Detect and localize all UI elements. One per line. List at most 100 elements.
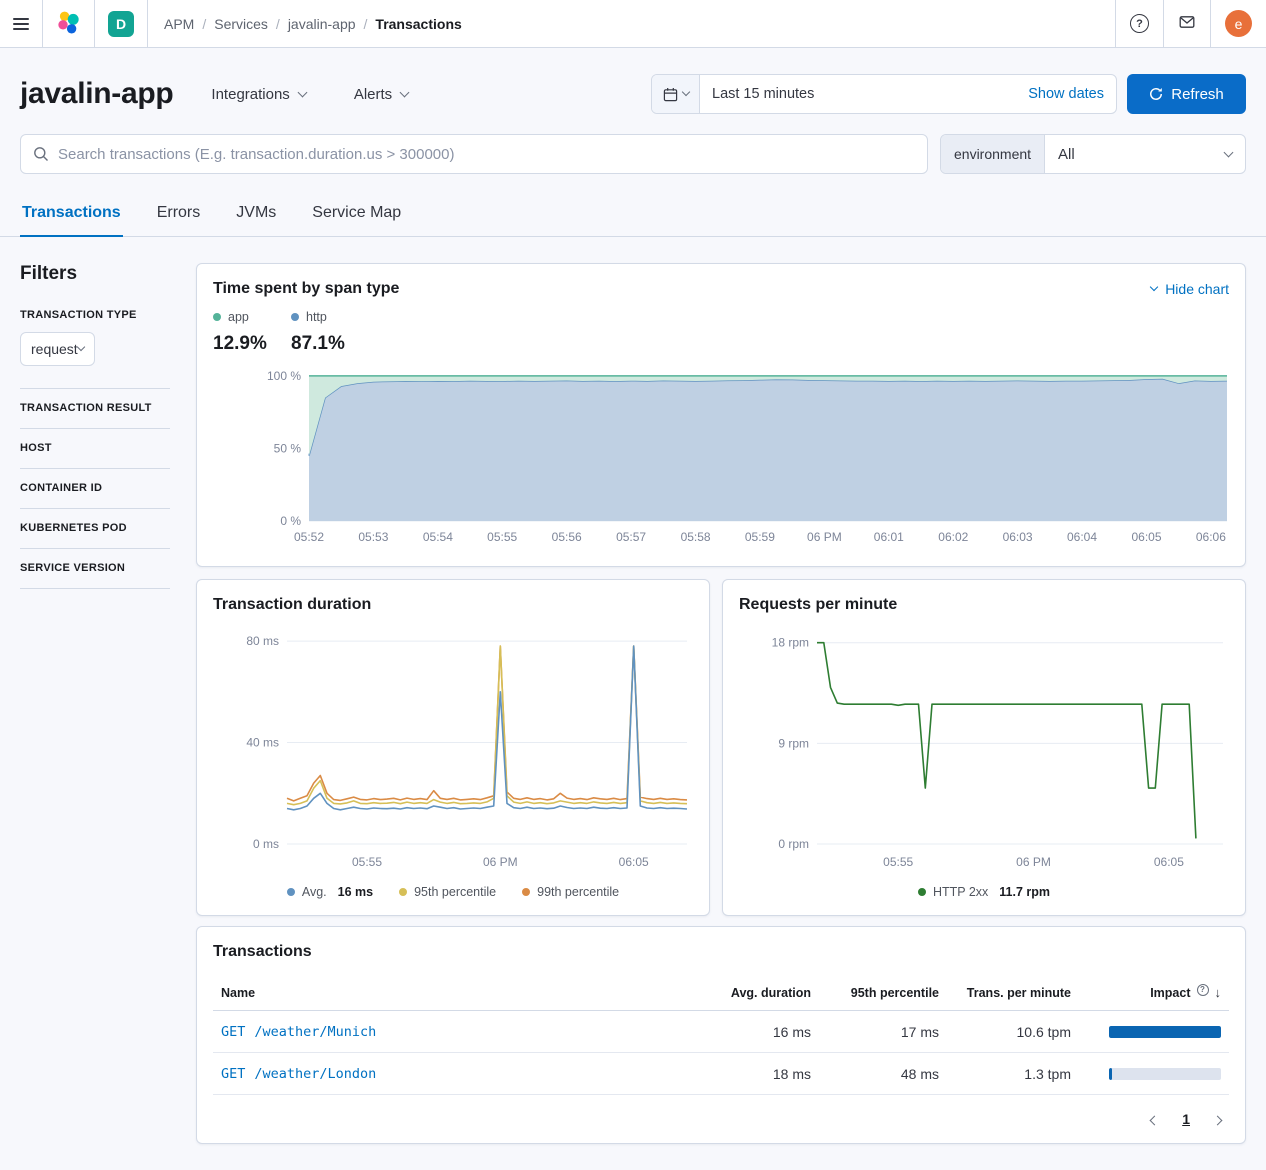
sort-desc-icon[interactable]: ↓ xyxy=(1214,985,1222,1000)
tpm-value: 1.3 tpm xyxy=(947,1052,1079,1095)
breadcrumb-separator: / xyxy=(363,15,368,32)
calendar-menu-button[interactable] xyxy=(652,75,700,113)
chevron-down-icon xyxy=(297,87,308,97)
column-header-trans-per-minute[interactable]: Trans. per minute xyxy=(947,975,1079,1011)
svg-text:0 ms: 0 ms xyxy=(253,837,279,851)
help-icon[interactable]: ? xyxy=(1130,14,1149,33)
legend-item-app[interactable]: app xyxy=(213,310,291,324)
filter-section-kubernetes-pod[interactable]: KUBERNETES POD xyxy=(20,509,170,549)
svg-text:05:55: 05:55 xyxy=(487,530,517,544)
http-legend-dot xyxy=(291,313,299,321)
avg-duration-value: 16 ms xyxy=(699,1010,819,1053)
avg-duration-value: 18 ms xyxy=(699,1052,819,1095)
svg-text:06:05: 06:05 xyxy=(1154,855,1184,869)
refresh-label: Refresh xyxy=(1171,85,1224,103)
search-row: environment All xyxy=(0,114,1266,174)
integrations-menu-button[interactable]: Integrations xyxy=(211,85,308,103)
tab-service-map[interactable]: Service Map xyxy=(310,192,403,237)
duration-chart[interactable]: 0 ms 40 ms 80 ms 05:55 06 PM 06:05 xyxy=(213,626,693,875)
breadcrumb-apm[interactable]: APM xyxy=(164,15,195,32)
http-method: GET xyxy=(221,1024,246,1040)
transaction-path: /weather/Munich xyxy=(254,1024,377,1040)
tab-errors[interactable]: Errors xyxy=(155,192,203,237)
calendar-icon xyxy=(663,87,677,101)
legend-item-95th[interactable]: 95th percentile xyxy=(399,885,496,899)
legend-item-http[interactable]: http xyxy=(291,310,369,324)
svg-text:05:54: 05:54 xyxy=(423,530,453,544)
elastic-logo[interactable] xyxy=(56,10,81,38)
rpm-chart-title: Requests per minute xyxy=(739,596,898,613)
svg-text:06:02: 06:02 xyxy=(938,530,968,544)
tab-jvms[interactable]: JVMs xyxy=(234,192,278,237)
next-page-icon[interactable] xyxy=(1212,1112,1223,1127)
transaction-duration-card: Transaction duration 0 ms 40 ms 80 ms 05:55… xyxy=(196,579,710,916)
svg-text:18 rpm: 18 rpm xyxy=(772,636,809,650)
top-navigation-bar: D APM / Services / javalin-app / Transac… xyxy=(0,0,1266,48)
svg-text:0 %: 0 % xyxy=(280,514,301,528)
svg-text:0 rpm: 0 rpm xyxy=(778,837,809,851)
tab-transactions[interactable]: Transactions xyxy=(20,192,123,237)
app-legend-label: app xyxy=(228,310,249,324)
span-type-chart-title: Time spent by span type xyxy=(213,280,400,297)
page-number-1[interactable]: 1 xyxy=(1182,1111,1190,1127)
column-header-avg-duration[interactable]: Avg. duration xyxy=(699,975,819,1011)
refresh-icon xyxy=(1150,88,1163,100)
impact-bar xyxy=(1109,1067,1221,1080)
refresh-button[interactable]: Refresh xyxy=(1127,74,1246,114)
search-box xyxy=(20,134,928,174)
svg-text:05:55: 05:55 xyxy=(352,855,382,869)
hide-chart-link[interactable]: Hide chart xyxy=(1149,281,1229,297)
duration-chart-title: Transaction duration xyxy=(213,596,372,613)
legend-item-avg[interactable]: Avg. 16 ms xyxy=(286,885,373,899)
time-range-value[interactable]: Last 15 minutes xyxy=(700,86,1028,102)
legend-item-http-2xx[interactable]: HTTP 2xx 11.7 rpm xyxy=(917,885,1051,899)
user-avatar[interactable]: e xyxy=(1225,10,1252,37)
column-header-name[interactable]: Name xyxy=(213,975,699,1011)
newsfeed-icon[interactable] xyxy=(1178,14,1196,33)
column-header-impact[interactable]: Impact ? ↓ xyxy=(1079,975,1229,1011)
legend-item-99th[interactable]: 99th percentile xyxy=(522,885,619,899)
breadcrumb-service[interactable]: javalin-app xyxy=(287,15,356,32)
filter-section-host[interactable]: HOST xyxy=(20,429,170,469)
transaction-link-munich[interactable]: GET/weather/Munich xyxy=(221,1024,376,1040)
svg-text:05:59: 05:59 xyxy=(745,530,775,544)
transaction-type-select[interactable]: request xyxy=(20,332,95,366)
breadcrumb-services[interactable]: Services xyxy=(214,15,268,32)
tpm-value: 10.6 tpm xyxy=(947,1010,1079,1053)
rpm-chart[interactable]: 0 rpm 9 rpm 18 rpm 05:55 06 PM 06:05 xyxy=(739,626,1229,875)
breadcrumb-current: Transactions xyxy=(375,15,462,32)
menu-toggle-icon[interactable] xyxy=(13,15,29,33)
column-header-95th-percentile[interactable]: 95th percentile xyxy=(819,975,947,1011)
hide-chart-label: Hide chart xyxy=(1165,281,1229,297)
http2xx-legend-label: HTTP 2xx xyxy=(932,885,989,899)
svg-text:06:05: 06:05 xyxy=(1131,530,1161,544)
svg-text:05:58: 05:58 xyxy=(681,530,711,544)
time-range-picker: Last 15 minutes Show dates xyxy=(651,74,1117,114)
filter-section-service-version[interactable]: SERVICE VERSION xyxy=(20,549,170,589)
p95-value: 48 ms xyxy=(819,1052,947,1095)
requests-per-minute-card: Requests per minute 0 rpm 9 rpm 18 rpm 05:5… xyxy=(722,579,1246,916)
svg-text:100 %: 100 % xyxy=(267,369,301,383)
transaction-link-london[interactable]: GET/weather/London xyxy=(221,1066,376,1082)
svg-text:05:56: 05:56 xyxy=(552,530,582,544)
filter-section-transaction-result[interactable]: TRANSACTION RESULT xyxy=(20,389,170,429)
filter-section-container-id[interactable]: CONTAINER ID xyxy=(20,469,170,509)
integrations-label: Integrations xyxy=(211,85,290,103)
alerts-menu-button[interactable]: Alerts xyxy=(354,86,410,103)
svg-text:40 ms: 40 ms xyxy=(246,736,279,750)
show-dates-link[interactable]: Show dates xyxy=(1028,86,1104,102)
svg-text:06:01: 06:01 xyxy=(874,530,904,544)
info-icon[interactable]: ? xyxy=(1196,983,1209,996)
search-input[interactable] xyxy=(58,145,915,163)
filter-section-label: KUBERNETES POD xyxy=(20,522,127,534)
filter-section-label: HOST xyxy=(20,442,52,454)
http-method: GET xyxy=(221,1066,246,1082)
previous-page-icon[interactable] xyxy=(1149,1112,1160,1127)
chevron-down-icon xyxy=(681,87,690,97)
breadcrumb: APM / Services / javalin-app / Transacti… xyxy=(148,0,1115,47)
environment-select[interactable]: All xyxy=(1045,135,1245,173)
deployment-badge[interactable]: D xyxy=(108,10,134,37)
span-type-chart[interactable]: 0 % 50 % 100 % 05:52 05:53 05:54 05:55 05:56 05:… xyxy=(213,367,1229,550)
svg-text:05:55: 05:55 xyxy=(883,855,913,869)
http2xx-legend-value: 11.7 rpm xyxy=(999,885,1051,899)
